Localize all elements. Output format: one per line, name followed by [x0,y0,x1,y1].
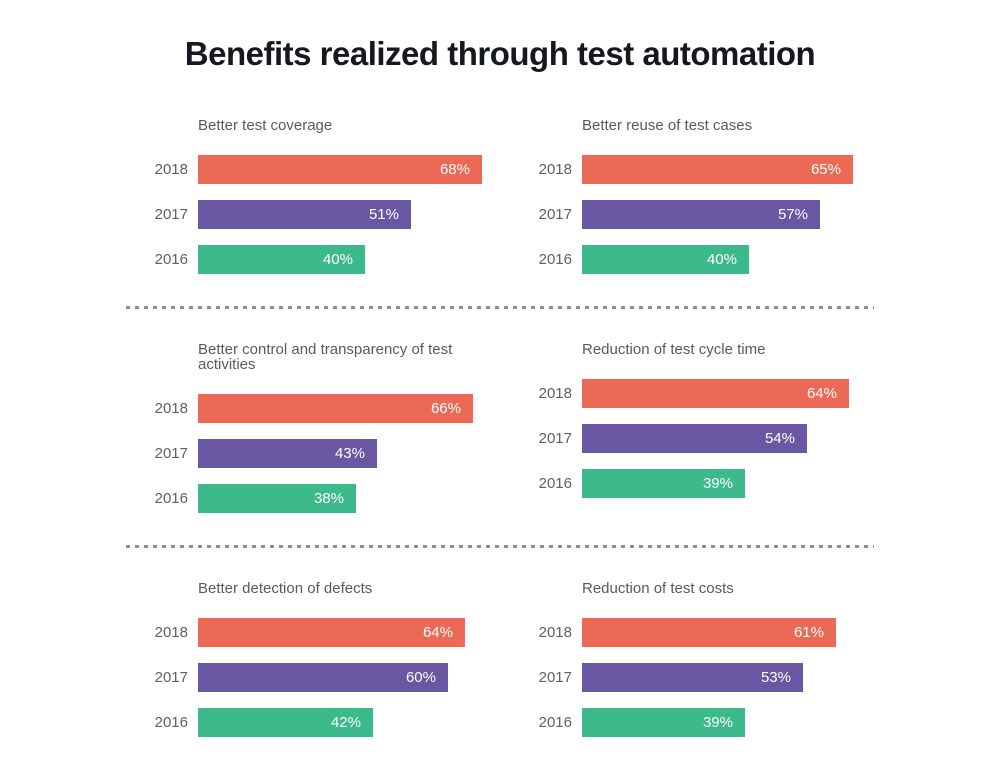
chart-title: Reduction of test cycle time [582,340,766,358]
bar-row: 2018 64% [510,378,874,408]
bar-value-label: 39% [702,713,733,731]
chart-title: Better reuse of test cases [582,116,753,134]
bar-value-label: 40% [322,250,353,268]
bar-row: 2016 39% [510,707,874,737]
bar-category-label: 2018 [154,623,188,641]
chart-grid-row: Better detection of defects 2018 64% 2017 60… [126,581,874,737]
chart-reduction-of-test-cycle-time: Reduction of test cycle time 2018 64% 2017 5… [510,342,874,513]
bar-row: 2017 54% [510,423,874,453]
chart-title: Better detection of defects [198,579,373,597]
bar-value-label: 39% [702,474,733,492]
bar-category-label: 2017 [538,205,572,223]
section-divider [126,544,874,548]
bar-row: 2017 60% [126,662,490,692]
bar-row: 2018 68% [126,154,490,184]
bar-value-label: 61% [793,623,824,641]
chart-better-test-coverage: Better test coverage 2018 68% 2017 51% 2016 40… [126,118,490,274]
bar-row: 2018 61% [510,617,874,647]
bar-row: 2017 51% [126,199,490,229]
bar-value-label: 54% [764,429,795,447]
bar-value-label: 60% [405,668,436,686]
bar-category-label: 2016 [538,250,572,268]
bar-category-label: 2017 [538,668,572,686]
bar-value-label: 64% [422,623,453,641]
section-divider [126,305,874,309]
bar-category-label: 2018 [538,623,572,641]
bar-2018: 64% [198,617,465,647]
chart-better-reuse-of-test-cases: Better reuse of test cases 2018 65% 2017 57%… [510,118,874,274]
bar-2018: 64% [582,378,849,408]
chart-grid-row: Better control and transparency of test … [126,342,874,513]
bar-category-label: 2017 [538,429,572,447]
charts-grid: Better test coverage 2018 68% 2017 51% 2016 40… [126,118,874,737]
chart-grid-row: Better test coverage 2018 68% 2017 51% 2016 40… [126,118,874,274]
bar-row: 2018 66% [126,393,490,423]
bar-row: 2016 40% [510,244,874,274]
bar-2017: 53% [582,662,803,692]
bar-2016: 42% [198,707,373,737]
bar-2018: 68% [198,154,482,184]
bar-category-label: 2016 [538,713,572,731]
bar-value-label: 38% [313,489,344,507]
bar-row: 2016 42% [126,707,490,737]
chart-title: Better control and transparency of test … [198,340,453,373]
bar-value-label: 43% [334,444,365,462]
bar-category-label: 2018 [154,160,188,178]
bar-2016: 39% [582,468,745,498]
bar-2018: 66% [198,393,473,423]
page-title: Benefits realized through test automatio… [184,35,816,72]
bar-value-label: 51% [368,205,399,223]
bar-row: 2017 57% [510,199,874,229]
bar-2017: 54% [582,423,807,453]
bar-value-label: 68% [439,160,470,178]
bar-2016: 39% [582,707,745,737]
bar-value-label: 40% [706,250,737,268]
chart-reduction-of-test-costs: Reduction of test costs 2018 61% 2017 53% 201… [510,581,874,737]
bar-row: 2018 65% [510,154,874,184]
bar-value-label: 53% [760,668,791,686]
bar-value-label: 42% [330,713,361,731]
bar-category-label: 2017 [154,444,188,462]
bar-category-label: 2018 [154,399,188,417]
bar-2018: 61% [582,617,836,647]
chart-title: Reduction of test costs [582,579,734,597]
chart-better-detection-of-defects: Better detection of defects 2018 64% 2017 60… [126,581,490,737]
bar-category-label: 2016 [154,713,188,731]
bar-category-label: 2016 [154,489,188,507]
bar-2017: 60% [198,662,448,692]
bar-2016: 40% [198,244,365,274]
bar-category-label: 2017 [154,205,188,223]
bar-value-label: 57% [777,205,808,223]
bar-row: 2016 38% [126,483,490,513]
bar-row: 2017 43% [126,438,490,468]
bar-category-label: 2018 [538,160,572,178]
bar-category-label: 2016 [154,250,188,268]
bar-2018: 65% [582,154,853,184]
bar-2017: 43% [198,438,377,468]
bar-row: 2018 64% [126,617,490,647]
bar-value-label: 65% [810,160,841,178]
bar-category-label: 2017 [154,668,188,686]
bar-2016: 38% [198,483,356,513]
chart-title: Better test coverage [198,116,333,134]
bar-2017: 57% [582,199,820,229]
bar-2017: 51% [198,199,411,229]
bar-category-label: 2018 [538,384,572,402]
bar-row: 2016 39% [510,468,874,498]
chart-better-control-and-transparency-of-test-activities: Better control and transparency of test … [126,342,490,513]
bar-row: 2016 40% [126,244,490,274]
bar-value-label: 66% [430,399,461,417]
bar-category-label: 2016 [538,474,572,492]
bar-row: 2017 53% [510,662,874,692]
bar-value-label: 64% [806,384,837,402]
bar-2016: 40% [582,244,749,274]
